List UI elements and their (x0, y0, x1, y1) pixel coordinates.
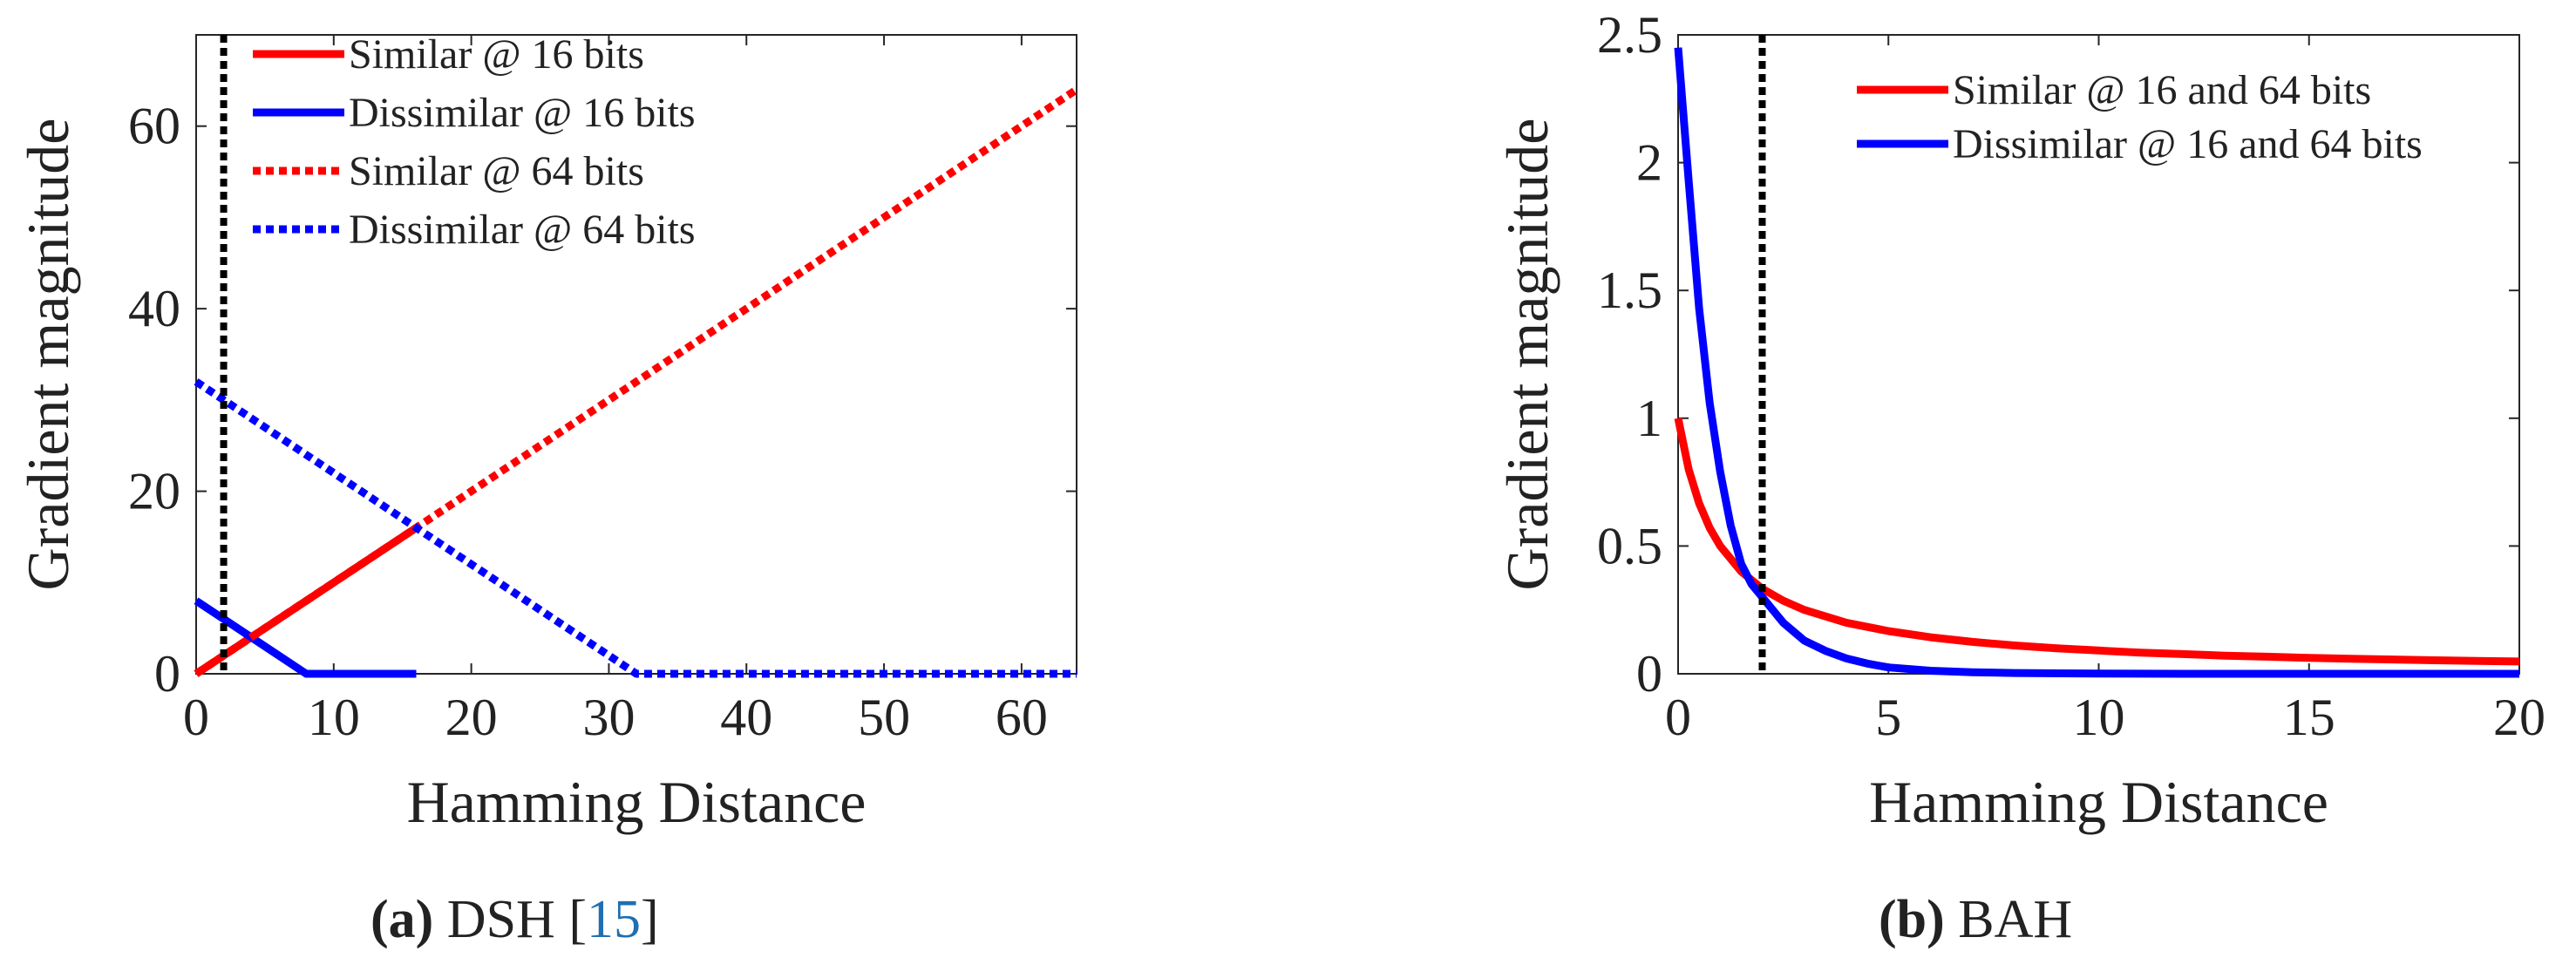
caption-b: (b) BAH (1879, 889, 2072, 951)
chart-a-ytick-label: 20 (128, 463, 180, 520)
chart-b-xtick-label: 20 (2493, 689, 2545, 746)
chart-b-ytick-label: 2 (1636, 134, 1662, 192)
chart-b-legend-label-1: Similar @ 16 and 64 bits (1953, 67, 2371, 113)
chart-a-ytick-label: 40 (128, 280, 180, 337)
chart-a-legend-label-1: Similar @ 16 bits (349, 31, 644, 78)
chart-b-xlabel: Hamming Distance (1869, 769, 2328, 835)
chart-a-xtick-label: 60 (996, 689, 1048, 746)
chart-a-xtick-label: 20 (445, 689, 498, 746)
chart-b-ytick-label: 0.5 (1597, 517, 1662, 574)
chart-b-xtick-label: 5 (1875, 689, 1901, 746)
chart-a-series-3-line (194, 86, 1079, 677)
caption-a: (a) DSH [15] (370, 889, 659, 951)
chart-a-series-4-line (194, 378, 1077, 678)
chart-a-xlabel: Hamming Distance (407, 769, 867, 835)
caption-a-end: ] (640, 890, 659, 949)
caption-a-text: DSH [ (446, 890, 587, 949)
chart-a-ytick-label: 0 (154, 645, 180, 703)
chart-b-series-1-line (1674, 417, 2520, 666)
caption-a-citation-link[interactable]: 15 (586, 890, 641, 949)
chart-a-xtick-label: 40 (720, 689, 772, 746)
chart-b-legend: Similar @ 16 and 64 bits Dissimilar @ 16 … (1857, 67, 2423, 167)
caption-b-text: BAH (1958, 890, 2073, 949)
chart-b-ytick-label: 2.5 (1597, 6, 1662, 64)
chart-b-series-2-line (1674, 47, 2519, 678)
chart-a-legend-label-4: Dissimilar @ 64 bits (349, 207, 696, 253)
chart-a-xtick-label: 0 (183, 689, 209, 746)
chart-a-legend-label-3: Similar @ 64 bits (349, 148, 644, 194)
chart-a-legend-label-2: Dissimilar @ 16 bits (349, 90, 696, 136)
chart-a-xtick-label: 30 (582, 689, 635, 746)
chart-b-ylabel: Gradient magnitude (1494, 119, 1560, 591)
chart-a-ylabel: Gradient magnitude (15, 119, 81, 591)
chart-b-xtick-label: 0 (1665, 689, 1691, 746)
chart-a-ytick-label: 60 (128, 98, 180, 155)
chart-b-ytick-label: 0 (1636, 645, 1662, 703)
chart-a-legend: Similar @ 16 bits Dissimilar @ 16 bits Sim… (253, 31, 696, 253)
chart-a-xtick-label: 50 (858, 689, 910, 746)
caption-b-label: (b) (1879, 890, 1945, 949)
chart-a-xtick-label: 10 (308, 689, 360, 746)
chart-b: 0 5 10 15 20 0 0.5 1 1.5 2 2.5 Hamming Distance Grad… (1494, 6, 2545, 835)
caption-a-label: (a) (370, 890, 434, 949)
chart-b-legend-label-2: Dissimilar @ 16 and 64 bits (1953, 121, 2423, 167)
chart-a-series-2-line (194, 597, 417, 678)
chart-b-xtick-label: 10 (2073, 689, 2125, 746)
chart-b-xtick-label: 15 (2283, 689, 2335, 746)
chart-b-ytick-label: 1.5 (1597, 261, 1662, 319)
chart-a: 0 10 20 30 40 50 60 0 20 40 60 Hamming Distance Grad… (15, 31, 1079, 835)
chart-b-ytick-label: 1 (1636, 390, 1662, 447)
